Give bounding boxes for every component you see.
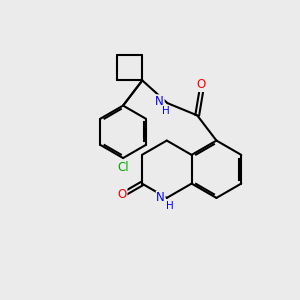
- Text: H: H: [166, 201, 173, 211]
- Text: H: H: [162, 106, 169, 116]
- Text: N: N: [156, 191, 165, 204]
- Text: Cl: Cl: [117, 161, 129, 174]
- Text: O: O: [118, 188, 127, 201]
- Text: O: O: [197, 79, 206, 92]
- Text: N: N: [155, 95, 164, 108]
